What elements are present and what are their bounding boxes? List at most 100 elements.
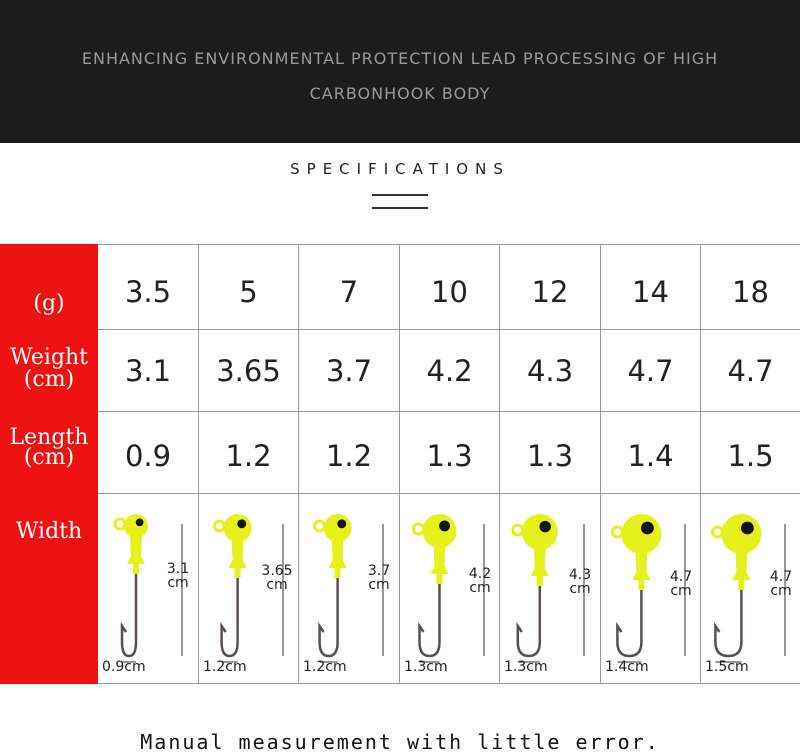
jig-head-lure-icon: [113, 514, 183, 663]
lure-eye: [539, 520, 551, 533]
lure-length-value: 4.2: [468, 566, 492, 582]
hook-shank: [120, 574, 138, 658]
lure-width-label: 1.3cm: [404, 659, 448, 675]
lure-cell: 4.7 cm 1.5cm: [701, 494, 800, 684]
weight-cell: 3.7: [299, 330, 400, 412]
specifications-title: SPECIFICATIONS: [290, 160, 510, 178]
jig-head-lure-icon: [412, 514, 485, 663]
grams-cell: 5: [199, 244, 299, 330]
length-cell: 1.2: [299, 412, 400, 494]
grams-value: 14: [632, 275, 669, 309]
weight-value: 4.7: [727, 354, 774, 388]
grams-cell: 18: [701, 244, 800, 330]
grams-cell: 10: [400, 244, 500, 330]
title-rule-bottom: [372, 207, 428, 209]
grams-cell: 14: [601, 244, 701, 330]
lure-length-unit: cm: [167, 575, 189, 591]
lure-collar: [732, 550, 751, 590]
length-cell: 0.9: [98, 412, 199, 494]
grams-value: 5: [239, 275, 258, 309]
weight-value: 3.1: [124, 354, 172, 388]
lure-cell: 4.2 cm 1.3cm: [400, 494, 500, 684]
line-eyelet: [213, 519, 227, 533]
weight-value: 4.7: [627, 354, 674, 388]
length-value: 1.4: [627, 439, 674, 473]
lure-cell: 3.7 cm 1.2cm: [299, 494, 400, 684]
lure-width-label: 1.4cm: [605, 659, 649, 675]
weight-cell: 3.65: [199, 330, 299, 412]
lure-eye: [641, 521, 654, 535]
weight-cell: 4.7: [701, 330, 800, 412]
lure-width-label: 1.5cm: [705, 659, 749, 675]
weight-header-unit: (cm): [23, 367, 75, 392]
lure-cell: 4.7 cm 1.4cm: [601, 494, 701, 684]
width-header-label: Width: [15, 519, 83, 544]
lure-collar: [632, 550, 651, 590]
lure-eye: [439, 520, 451, 532]
lure-length-label: 4.7 cm: [663, 570, 699, 598]
line-eyelet: [610, 525, 624, 539]
lure-length-label: 3.65 cm: [259, 564, 295, 592]
lure-eye: [237, 519, 247, 529]
hook-shank: [516, 586, 542, 658]
grams-value: 18: [732, 275, 769, 309]
lure-collar: [127, 534, 145, 574]
length-cell: 1.2: [199, 412, 299, 494]
line-eyelet: [412, 522, 425, 536]
length-header: Length (cm): [0, 412, 98, 494]
grams-value: 7: [339, 275, 359, 309]
lure-length-unit: cm: [266, 577, 288, 593]
jig-head-lure-icon: [610, 514, 686, 663]
line-eyelet: [511, 523, 525, 537]
lure-length-unit: cm: [368, 577, 390, 593]
lure-length-unit: cm: [469, 580, 491, 596]
lure-head: [521, 514, 558, 550]
width-row: Width 3.1 cm 0.9cm 3.65 cm 1.2cm 3.7 cm 1.2cm …: [0, 494, 800, 684]
hook-shank: [616, 590, 643, 658]
lure-length-unit: cm: [770, 583, 792, 599]
lure-length-value: 3.65: [261, 563, 293, 579]
lure-head: [323, 514, 352, 542]
lure-head: [124, 514, 148, 538]
lure-length-label: 3.1 cm: [160, 562, 196, 590]
length-row: Length (cm) 0.9 1.2 1.2 1.3 1.3 1.4 1.5: [0, 412, 800, 494]
jig-head-lure-icon: [511, 514, 585, 663]
length-value: 1.3: [526, 439, 574, 473]
weight-header-label: Weight: [10, 345, 88, 370]
weight-value: 3.7: [325, 354, 373, 388]
length-value: 1.2: [225, 439, 272, 473]
grams-cell: 12: [500, 244, 601, 330]
grams-cell: 7: [299, 244, 400, 330]
lure-length-label: 3.7 cm: [361, 564, 397, 592]
length-value: 1.5: [727, 439, 774, 473]
lure-cell: 3.65 cm 1.2cm: [199, 494, 299, 684]
lure-collar: [228, 538, 247, 578]
lure-eye: [741, 521, 754, 535]
lure-length-unit: cm: [569, 581, 591, 597]
lure-length-label: 4.2 cm: [462, 567, 498, 595]
weight-cell: 3.1: [98, 330, 199, 412]
weight-cell: 4.3: [500, 330, 601, 412]
lure-width-label: 1.2cm: [203, 659, 247, 675]
jig-head-lure-icon: [213, 514, 284, 663]
weight-value: 3.65: [216, 354, 281, 388]
width-header: Width: [0, 494, 98, 684]
length-header-label: Length: [9, 425, 89, 450]
lure-length-value: 3.7: [367, 563, 391, 579]
line-eyelet: [113, 517, 127, 531]
lure-head: [621, 514, 662, 554]
length-value: 1.3: [426, 439, 473, 473]
lure-length-label: 4.7 cm: [763, 570, 799, 598]
weight-cell: 4.2: [400, 330, 500, 412]
lure-collar: [530, 546, 549, 586]
lure-length-unit: cm: [670, 583, 692, 599]
lure-head: [721, 514, 762, 554]
lure-length-value: 4.7: [669, 569, 693, 585]
grams-value: 12: [531, 275, 569, 309]
weight-value: 4.2: [426, 354, 473, 388]
length-value: 1.2: [325, 439, 373, 473]
jig-head-lure-icon: [313, 514, 384, 663]
weight-cell: 4.7: [601, 330, 701, 412]
hook-shank: [220, 578, 239, 658]
lure-collar: [328, 538, 347, 578]
